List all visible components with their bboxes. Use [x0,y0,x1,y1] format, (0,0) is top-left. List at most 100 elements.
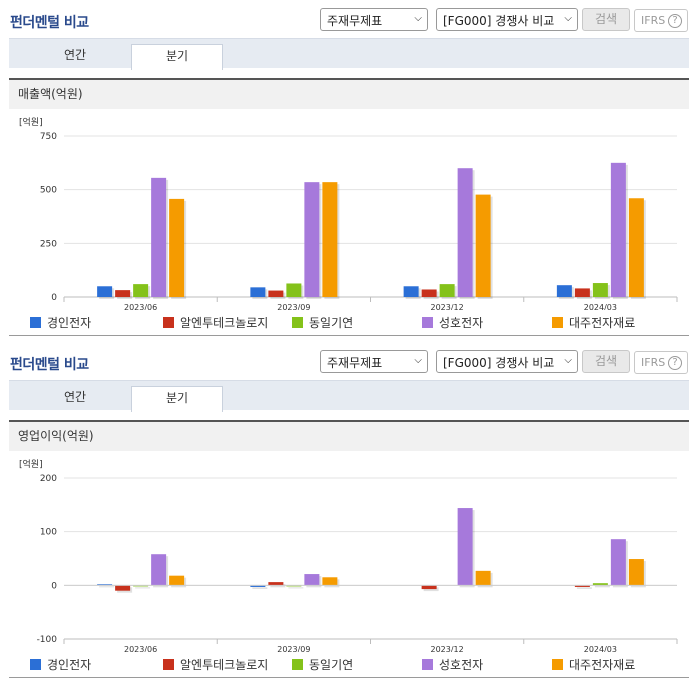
legend-item[interactable]: 대주전자재료 [552,656,635,673]
tab-quarterly[interactable]: 분기 [131,386,223,412]
bar [610,162,626,297]
legend-label: 알엔투테크놀로지 [180,316,269,330]
legend-swatch [422,659,433,670]
statement-select[interactable]: 주재무제표 ⌵ [320,8,428,31]
tab-quarterly[interactable]: 분기 [131,44,223,70]
period-tabs: 연간 분기 [9,38,689,70]
tab-annual[interactable]: 연간 [63,48,87,62]
divider [9,335,689,336]
bar [322,182,338,297]
x-tick-label: 2024/03 [584,645,617,652]
bar-shadow [99,586,115,588]
bar [169,198,185,297]
x-tick-label: 2024/03 [584,303,617,310]
metric-header: 영업이익(억원) [9,420,689,451]
bar [250,287,266,297]
bar [610,539,626,586]
bar [574,288,590,297]
x-tick-label: 2023/09 [277,303,310,310]
ifrs-button[interactable]: IFRS ? [634,9,688,32]
bar [475,194,491,297]
legend-label: 동일기연 [309,658,354,672]
statement-select-value: 주재무제표 [327,356,383,370]
revenue-chart: [억원] 0 250 500 750 2023/06 2023/09 2023/12 2024/… [9,110,689,312]
bar [439,284,455,297]
legend-swatch [30,317,41,328]
x-tick-label: 2023/12 [431,645,464,652]
bar [421,289,437,297]
unit-label: [억원] [19,116,43,128]
legend-item[interactable]: 경인전자 [30,314,91,331]
legend-swatch [552,317,563,328]
legend-label: 경인전자 [47,658,92,672]
x-tick-label: 2023/06 [124,645,157,652]
statement-select[interactable]: 주재무제표 ⌵ [320,350,428,373]
bar [322,577,338,586]
compare-select-value: [FG000] 경쟁사 비교 [443,14,555,28]
y-tick-label: 0 [51,581,57,591]
help-icon[interactable]: ? [668,356,682,370]
bar [151,554,167,586]
legend-swatch [292,659,303,670]
bar-shadow [252,587,268,589]
legend-swatch [422,317,433,328]
bar [151,177,167,297]
legend-item[interactable]: 알엔투테크놀로지 [163,314,268,331]
bar [97,584,113,586]
bar [556,285,572,297]
bar [628,198,644,297]
ifrs-label: IFRS [641,14,666,27]
bar [133,284,149,297]
legend-item[interactable]: 경인전자 [30,656,91,673]
search-button[interactable]: 검색 [582,350,630,373]
bar [574,585,590,587]
legend-item[interactable]: 성호전자 [422,314,483,331]
compare-select[interactable]: [FG000] 경쟁사 비교 ⌵ [436,8,578,31]
legend-item[interactable]: 동일기연 [292,656,353,673]
bar [304,574,320,586]
bar [421,585,437,590]
fundamentals-panel-operating-profit: 펀더멘털 비교 주재무제표 ⌵ [FG000] 경쟁사 비교 ⌵ 검색 IFRS… [0,342,696,684]
fundamentals-panel-revenue: 펀더멘털 비교 주재무제표 ⌵ [FG000] 경쟁사 비교 ⌵ 검색 IFRS… [9,8,689,336]
bar [403,286,419,297]
compare-select[interactable]: [FG000] 경쟁사 비교 ⌵ [436,350,578,373]
search-button[interactable]: 검색 [582,8,630,31]
chevron-down-icon: ⌵ [414,13,422,24]
chart-svg: [억원] -100 0 100 200 2023/06 2023/09 2023/12 2024… [19,458,678,654]
chevron-down-icon: ⌵ [564,355,572,366]
bar [286,585,302,587]
operating-profit-chart: [억원] -100 0 100 200 2023/06 2023/09 2023/12 2024… [9,452,689,654]
bar [97,286,113,297]
statement-select-value: 주재무제표 [327,14,383,28]
legend-label: 알엔투테크놀로지 [180,658,269,672]
ifrs-button[interactable]: IFRS ? [634,351,688,374]
legend-label: 대주전자재료 [569,316,636,330]
unit-label: [억원] [19,458,43,470]
legend-item[interactable]: 동일기연 [292,314,353,331]
bar-shadow [135,587,151,589]
y-tick-label: 200 [40,474,57,484]
ifrs-label: IFRS [641,356,666,369]
bar [268,582,284,586]
legend-swatch [163,317,174,328]
bar [268,290,284,297]
bar-shadow [423,587,439,592]
compare-select-value: [FG000] 경쟁사 비교 [443,356,555,370]
legend-item[interactable]: 알엔투테크놀로지 [163,656,268,673]
help-icon[interactable]: ? [668,14,682,28]
bar [169,575,185,586]
panel-title: 펀더멘털 비교 [10,15,89,31]
tab-annual[interactable]: 연간 [63,390,87,404]
bar [628,559,644,586]
legend-item[interactable]: 성호전자 [422,656,483,673]
y-tick-label: 250 [40,239,57,249]
bar [133,585,149,587]
x-tick-label: 2023/12 [431,303,464,310]
chart-legend: 경인전자 알엔투테크놀로지 동일기연 성호전자 대주전자재료 [30,656,690,673]
legend-swatch [552,659,563,670]
legend-label: 성호전자 [439,316,484,330]
y-tick-label: 500 [40,186,57,196]
legend-item[interactable]: 대주전자재료 [552,314,635,331]
x-tick-label: 2023/06 [124,303,157,310]
metric-header: 매출액(억원) [9,78,689,109]
